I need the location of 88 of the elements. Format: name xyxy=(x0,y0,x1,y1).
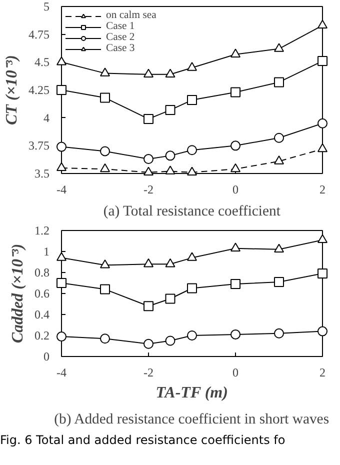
x-tick-label: 0 xyxy=(232,366,238,380)
y-axis-title: Cadded (×10⁻³) xyxy=(10,244,26,344)
point xyxy=(165,294,176,304)
point xyxy=(274,43,284,52)
point xyxy=(56,278,66,288)
x-tick-label: 2 xyxy=(320,366,326,380)
x-tick-label: 2 xyxy=(320,182,326,196)
point xyxy=(274,132,284,143)
y-tick-label: 0.2 xyxy=(34,328,50,342)
point xyxy=(100,68,110,76)
point xyxy=(165,150,176,161)
x-tick-label: -4 xyxy=(56,182,66,196)
x-tick-label: -4 xyxy=(56,366,66,380)
point xyxy=(318,268,328,279)
point xyxy=(144,154,154,164)
point xyxy=(318,118,328,128)
point xyxy=(165,258,176,268)
point xyxy=(144,338,154,349)
point xyxy=(187,95,197,106)
point xyxy=(187,330,197,340)
x-tick-label: -2 xyxy=(144,366,154,380)
point xyxy=(144,114,154,124)
point xyxy=(230,329,240,340)
legend-label: on calm sea xyxy=(106,10,156,21)
point xyxy=(144,258,154,268)
point xyxy=(318,143,328,152)
point xyxy=(187,145,197,156)
y-tick-label: 4.25 xyxy=(28,83,50,97)
y-tick-label: 4 xyxy=(44,110,50,125)
y-tick-label: 3.75 xyxy=(28,138,50,153)
point xyxy=(100,163,110,172)
point xyxy=(56,142,66,152)
point xyxy=(100,284,110,294)
point xyxy=(274,244,284,252)
point xyxy=(144,68,154,78)
legend-label: Case 1 xyxy=(106,21,135,32)
y-tick-label: 4.75 xyxy=(28,27,50,42)
point xyxy=(187,62,197,71)
point xyxy=(56,56,66,66)
text: (a) Total resistance coefficient xyxy=(103,204,280,220)
x-tick-label: 0 xyxy=(232,182,238,196)
point xyxy=(318,234,328,244)
point xyxy=(318,326,328,336)
point xyxy=(56,252,66,261)
y-tick-label: 1.2 xyxy=(34,224,50,238)
y-tick-label: 4.5 xyxy=(34,55,50,70)
point xyxy=(230,48,240,58)
y-tick-label: 0.8 xyxy=(34,266,50,280)
point xyxy=(56,162,66,172)
point xyxy=(165,336,176,346)
point xyxy=(274,77,284,88)
point xyxy=(274,156,284,164)
y-tick-label: 1 xyxy=(44,244,50,258)
point xyxy=(274,328,284,338)
point xyxy=(187,166,197,176)
point xyxy=(230,140,240,151)
legend-label: Case 2 xyxy=(106,32,135,43)
legend-label: Case 3 xyxy=(106,43,135,54)
point xyxy=(230,242,240,252)
point xyxy=(100,146,110,156)
point xyxy=(318,20,328,29)
point xyxy=(165,166,176,174)
caption: Fig. 6 Total and added resistance coefficients fo xyxy=(0,432,286,449)
point xyxy=(100,92,110,103)
point xyxy=(165,68,176,78)
point xyxy=(144,301,154,312)
text: (b) Added resistance coefficient in short waves xyxy=(54,412,330,428)
point xyxy=(187,283,197,294)
y-tick-label: 0 xyxy=(44,350,50,364)
point xyxy=(187,252,197,261)
point xyxy=(100,334,110,344)
y-tick-label: 0.6 xyxy=(34,286,50,300)
point xyxy=(56,332,66,342)
point xyxy=(230,279,240,290)
point xyxy=(56,85,66,95)
y-tick-label: 3.5 xyxy=(34,166,50,180)
point xyxy=(100,259,110,268)
y-tick-label: 0.4 xyxy=(34,308,50,322)
point xyxy=(230,163,240,172)
point xyxy=(318,56,328,66)
point xyxy=(165,105,176,116)
x-tick-label: -2 xyxy=(144,182,154,196)
point xyxy=(230,87,240,98)
point xyxy=(144,166,154,176)
y-axis-title: CT (×10⁻³) xyxy=(4,54,20,126)
x-axis-title: TA-TF (m) xyxy=(156,384,228,402)
y-tick-label: 5 xyxy=(44,0,50,14)
point xyxy=(274,276,284,287)
